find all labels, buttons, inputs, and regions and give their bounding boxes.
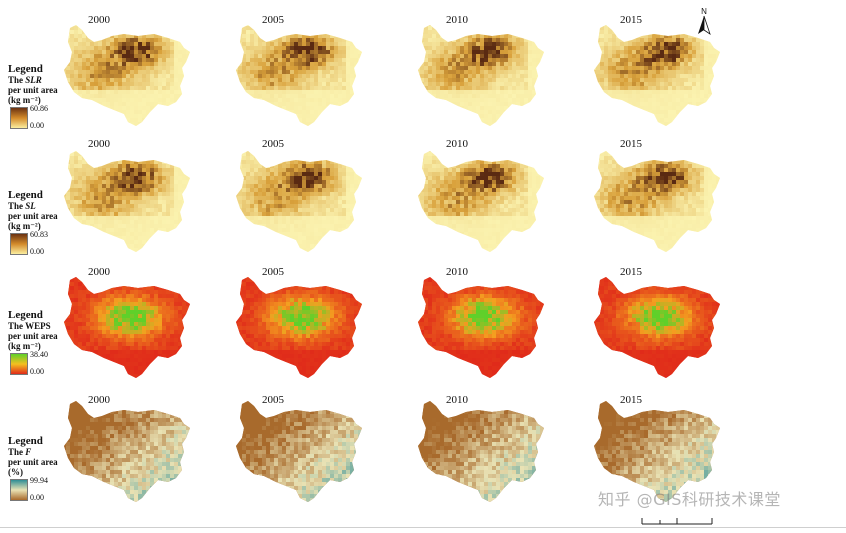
legend-min: 0.00	[30, 367, 44, 376]
legend-color-ramp	[10, 479, 28, 501]
map-f-2015	[594, 401, 720, 502]
year-label: 2015	[620, 138, 642, 150]
year-label: 2005	[262, 394, 284, 406]
legend-min: 0.00	[30, 247, 44, 256]
legend-weps: Legend The WEPS per unit area (kg m⁻²) 3…	[8, 309, 58, 377]
year-label: 2000	[88, 14, 110, 26]
panel-row-sl: Legend The SL per unit area (kg m⁻²) 60.…	[0, 130, 846, 258]
legend-color-ramp	[10, 233, 28, 255]
map-weps-2005	[236, 277, 362, 378]
divider	[0, 527, 846, 528]
map-slr-2010	[418, 25, 544, 126]
year-label: 2015	[620, 394, 642, 406]
legend-max: 38.40	[30, 350, 48, 359]
legend-sl: Legend The SL per unit area (kg m⁻²) 60.…	[8, 189, 58, 257]
north-arrow-icon: N	[698, 7, 711, 35]
year-label: 2010	[446, 14, 468, 26]
legend-title: Legend	[8, 435, 43, 447]
legend-max: 60.86	[30, 104, 48, 113]
legend-title: Legend	[8, 189, 43, 201]
legend-line2: per unit area	[8, 211, 58, 221]
north-label: N	[701, 7, 707, 16]
legend-slr: Legend The SLR per unit area (kg m⁻²) 60…	[8, 63, 58, 131]
legend-variable: The SL	[8, 201, 36, 211]
map-f-2000	[64, 401, 190, 502]
map-sl-2000	[64, 151, 190, 252]
legend-max: 99.94	[30, 476, 48, 485]
year-label: 2005	[262, 138, 284, 150]
legend-unit: (kg m⁻²)	[8, 95, 41, 105]
year-label: 2000	[88, 394, 110, 406]
map-f-2005	[236, 401, 362, 502]
legend-color-ramp	[10, 353, 28, 375]
year-label: 2005	[262, 266, 284, 278]
legend-line2: per unit area	[8, 457, 58, 467]
legend-variable: The WEPS	[8, 321, 51, 331]
map-weps-2010	[418, 277, 544, 378]
year-label: 2000	[88, 266, 110, 278]
legend-min: 0.00	[30, 121, 44, 130]
map-weps-2000	[64, 277, 190, 378]
map-sl-2010	[418, 151, 544, 252]
map-sl-2005	[236, 151, 362, 252]
legend-title: Legend	[8, 309, 43, 321]
year-label: 2010	[446, 394, 468, 406]
map-f-2010	[418, 401, 544, 502]
year-label: 2010	[446, 138, 468, 150]
map-weps-2015	[594, 277, 720, 378]
watermark: 知乎 @GIS科研技术课堂	[598, 490, 781, 509]
year-label: 2005	[262, 14, 284, 26]
legend-max: 60.83	[30, 230, 48, 239]
panel-row-slr: Legend The SLR per unit area (kg m⁻²) 60…	[0, 0, 846, 130]
legend-line2: per unit area	[8, 85, 58, 95]
legend-line2: per unit area	[8, 331, 58, 341]
legend-variable: The F	[8, 447, 32, 457]
legend-variable: The SLR	[8, 75, 42, 85]
year-label: 2000	[88, 138, 110, 150]
legend-title: Legend	[8, 63, 43, 75]
panel-row-weps: Legend The WEPS per unit area (kg m⁻²) 3…	[0, 258, 846, 386]
panel-row-f: Legend The F per unit area (%) 99.94 0.0…	[0, 386, 846, 526]
legend-unit: (kg m⁻²)	[8, 341, 41, 351]
map-slr-2015	[594, 25, 720, 126]
legend-unit: (kg m⁻²)	[8, 221, 41, 231]
year-label: 2015	[620, 266, 642, 278]
year-label: 2010	[446, 266, 468, 278]
legend-unit: (%)	[8, 467, 23, 477]
map-sl-2015	[594, 151, 720, 252]
year-label: 2015	[620, 14, 642, 26]
legend-color-ramp	[10, 107, 28, 129]
map-slr-2005	[236, 25, 362, 126]
map-slr-2000	[64, 25, 190, 126]
legend-f: Legend The F per unit area (%) 99.94 0.0…	[8, 435, 58, 503]
scale-bar	[641, 518, 713, 525]
legend-min: 0.00	[30, 493, 44, 502]
